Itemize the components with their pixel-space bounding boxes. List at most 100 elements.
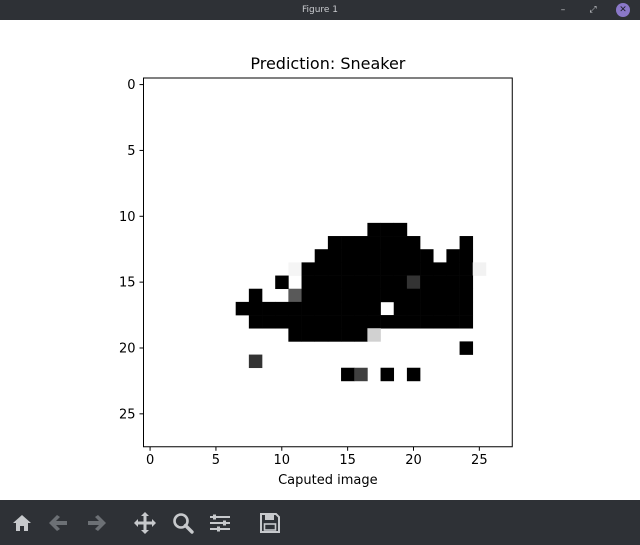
image-pixel <box>446 249 460 263</box>
forward-button[interactable] <box>83 510 109 536</box>
image-pixel <box>380 262 395 276</box>
image-pixel <box>327 275 342 290</box>
image-pixel <box>459 275 474 290</box>
image-pixel <box>262 315 276 329</box>
configure-subplots-button[interactable] <box>207 510 233 536</box>
axes-frame <box>143 77 513 448</box>
forward-icon <box>88 515 106 531</box>
image-pixel <box>354 367 368 382</box>
image-pixel <box>314 275 329 290</box>
zoom-button[interactable] <box>170 510 196 536</box>
image-pixel <box>459 236 474 250</box>
image-pixel <box>327 328 342 342</box>
image-pixel <box>393 275 408 290</box>
image-pixel <box>393 222 408 237</box>
image-pixel <box>367 275 381 290</box>
y-tick-label: 15 <box>119 276 136 291</box>
x-tick-label: 15 <box>339 453 356 468</box>
image-pixel <box>314 301 329 316</box>
image-pixel <box>275 315 289 329</box>
image-pixel <box>420 262 434 276</box>
pan-button[interactable] <box>132 510 158 536</box>
image-pixel <box>367 301 381 316</box>
image-pixel <box>354 328 368 342</box>
image-pixel <box>367 288 381 303</box>
image-pixel <box>446 262 460 276</box>
image-pixel <box>327 262 342 276</box>
image-pixel <box>341 328 355 342</box>
image-pixel <box>406 236 421 250</box>
image-pixel <box>459 315 474 329</box>
image-pixel <box>341 236 355 250</box>
image-pixel <box>248 288 263 303</box>
image-pixel <box>235 301 250 316</box>
image-pixel <box>420 315 434 329</box>
image-pixel <box>380 367 395 382</box>
image-pixel <box>393 249 408 263</box>
image-pixel <box>446 288 460 303</box>
image-pixel <box>341 288 355 303</box>
image-pixel <box>301 275 316 290</box>
image-pixel <box>314 249 329 263</box>
image-pixel <box>393 288 408 303</box>
image-pixel <box>275 275 289 290</box>
image-pixel <box>314 262 329 276</box>
maximize-button[interactable]: ⤢ <box>589 5 597 15</box>
image-pixel <box>420 275 434 290</box>
image-pixel <box>248 354 263 369</box>
image-pixel <box>367 328 381 342</box>
image-pixel <box>262 301 276 316</box>
y-tick-label: 0 <box>127 78 135 93</box>
image-pixel <box>433 288 447 303</box>
image-pixel <box>248 301 263 316</box>
y-tick-label: 10 <box>119 210 136 225</box>
configure-subplots-icon <box>210 514 230 532</box>
image-pixel <box>433 262 447 276</box>
home-button[interactable] <box>9 510 35 536</box>
image-pixel <box>354 236 368 250</box>
image-pixel <box>327 236 342 250</box>
image-pixel <box>341 262 355 276</box>
image-pixel <box>380 249 395 263</box>
save-button[interactable] <box>257 510 283 536</box>
window-title: Figure 1 <box>301 5 339 15</box>
image-pixel <box>327 315 342 329</box>
minimize-button[interactable]: – <box>560 5 566 15</box>
image-pixel <box>341 275 355 290</box>
save-icon <box>260 513 280 533</box>
image-pixel <box>341 301 355 316</box>
image-pixel <box>301 262 316 276</box>
image-pixel <box>367 315 381 329</box>
back-icon <box>49 515 67 531</box>
image-pixel <box>327 288 342 303</box>
image-pixel <box>314 315 329 329</box>
image-pixel <box>288 315 302 329</box>
image-pixel <box>314 328 329 342</box>
y-tick-label: 25 <box>119 407 136 422</box>
image-pixel <box>380 222 395 237</box>
image-pixel <box>459 249 474 263</box>
image-pixel <box>275 301 289 316</box>
image-pixel <box>406 262 421 276</box>
image-pixel <box>354 249 368 263</box>
x-tick-label: 10 <box>274 453 291 468</box>
image-pixel <box>301 288 316 303</box>
back-button[interactable] <box>46 510 72 536</box>
image-pixel <box>393 262 408 276</box>
image-pixel <box>354 288 368 303</box>
close-button[interactable]: ✕ <box>616 3 630 17</box>
image-pixel <box>288 328 302 342</box>
window-titlebar: Figure 1 – ⤢ ✕ <box>0 0 640 20</box>
image-pixel <box>459 341 474 355</box>
image-pixel <box>420 288 434 303</box>
image-pixel <box>446 275 460 290</box>
image-pixel <box>341 249 355 263</box>
pan-icon <box>134 512 156 534</box>
image-pixel <box>459 288 474 303</box>
image-pixel <box>420 249 434 263</box>
image-pixel <box>341 315 355 329</box>
image-pixel <box>406 315 421 329</box>
image-pixel <box>459 262 474 276</box>
x-axis-label: Caputed image <box>278 473 378 488</box>
image-pixel <box>406 249 421 263</box>
